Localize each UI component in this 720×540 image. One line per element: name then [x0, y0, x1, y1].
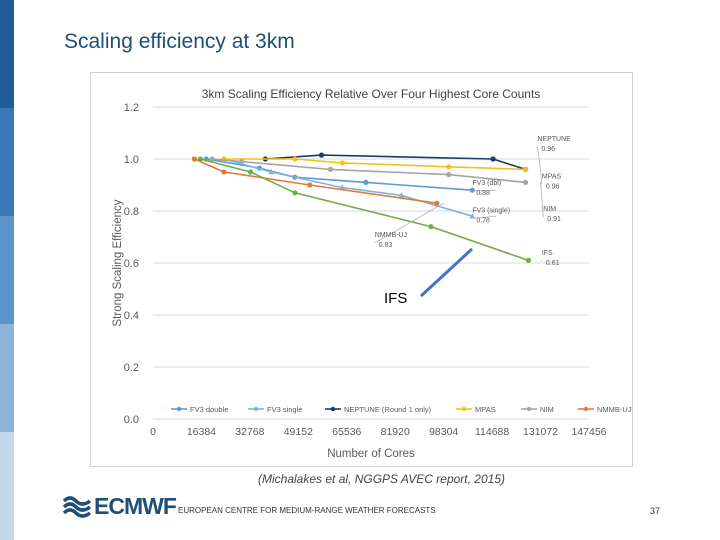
x-tick-label: 49152: [284, 426, 313, 438]
callout-label: IFS: [542, 250, 553, 257]
overlay-ifs-label: IFS: [384, 290, 407, 307]
sidebar-segment: [0, 324, 14, 432]
data-point: [292, 190, 298, 196]
ecmwf-logo: ECMWF: [62, 493, 177, 521]
legend-label: NIM: [540, 405, 554, 414]
legend-marker: [583, 406, 589, 412]
legend-marker: [253, 406, 259, 412]
data-point: [197, 156, 203, 162]
legend-marker: [526, 406, 532, 412]
x-tick-label: 131072: [523, 426, 558, 438]
data-point: [307, 182, 313, 188]
legend-label: NEPTUNE (Round 1 only): [344, 405, 432, 414]
callout-label: NEPTUNE: [537, 136, 571, 143]
sidebar-segment: [0, 432, 14, 540]
callout-leader: [537, 146, 541, 170]
callout-leader: [540, 169, 543, 185]
x-tick-label: 65536: [332, 426, 361, 438]
callout-label: FV3 (single): [472, 207, 510, 214]
data-point: [522, 179, 529, 185]
caption: (Michalakes et al, NGGPS AVEC report, 20…: [258, 472, 505, 486]
legend-label: FV3 single: [267, 405, 302, 414]
callout-leader: [374, 202, 444, 244]
data-point: [398, 192, 405, 198]
callout-leader: [540, 182, 544, 218]
data-point: [339, 184, 346, 190]
overlay-arrow: [419, 247, 474, 298]
sidebar-segment: [0, 108, 14, 216]
data-point: [428, 224, 434, 230]
callout-value: 0.88: [476, 190, 490, 197]
data-point: [247, 169, 254, 175]
data-point: [490, 156, 496, 162]
data-point: [292, 156, 298, 162]
y-axis-label: Strong Scaling Efficiency: [112, 199, 124, 326]
data-point: [327, 166, 334, 172]
callout-leader: [472, 215, 497, 219]
page-number: 37: [650, 506, 661, 516]
sidebar-segment: [0, 216, 14, 324]
series-line: [194, 158, 438, 204]
callout-value: 0.96: [541, 146, 555, 153]
x-tick-label: 114688: [475, 426, 509, 438]
callout-label: FV3 (dbl): [472, 180, 501, 187]
data-point: [209, 156, 215, 162]
y-tick-label: 0.4: [124, 310, 139, 322]
sidebar-segment: [0, 0, 14, 108]
data-point: [469, 187, 475, 193]
x-tick-label: 16384: [187, 426, 216, 438]
data-point: [469, 213, 476, 219]
data-point: [268, 168, 275, 175]
y-tick-label: 1.2: [124, 102, 139, 114]
callout-leader: [540, 260, 543, 262]
data-point: [318, 152, 325, 158]
series-line: [212, 158, 526, 184]
x-tick-label: 0: [150, 426, 156, 438]
data-point: [522, 166, 529, 172]
callout-leader: [472, 189, 497, 192]
legend-label: NMMB-UJ: [597, 405, 632, 414]
data-point: [221, 169, 227, 175]
x-tick-label: 147456: [571, 426, 606, 438]
y-tick-label: 1.0: [124, 154, 139, 166]
data-point: [191, 156, 197, 162]
legend-marker: [461, 406, 467, 412]
legend-marker: [176, 406, 182, 412]
chart-container: 3km Scaling Efficiency Relative Over Fou…: [90, 72, 633, 467]
data-point: [446, 164, 452, 170]
callout-label: NIM: [543, 206, 556, 213]
y-tick-label: 0.6: [124, 258, 139, 270]
callout-value: 0.91: [547, 216, 561, 223]
callout-value: 0.78: [476, 217, 490, 224]
data-point: [339, 160, 345, 166]
callout-label: NMMB-UJ: [375, 232, 407, 239]
data-point: [363, 179, 369, 185]
callout-value: 0.96: [546, 184, 560, 191]
sidebar-stripe: [0, 0, 14, 540]
slide-title: Scaling efficiency at 3km: [64, 30, 295, 53]
y-tick-label: 0.8: [124, 206, 139, 218]
y-tick-label: 0.2: [124, 362, 139, 374]
legend-label: MPAS: [475, 405, 496, 414]
footer-text: EUROPEAN CENTRE FOR MEDIUM-RANGE WEATHER…: [178, 506, 436, 515]
x-tick-label: 32768: [235, 426, 264, 438]
legend-marker: [330, 406, 336, 412]
callout-value: 0.61: [546, 260, 560, 267]
callout-value: 0.83: [379, 242, 393, 249]
logo-waves-icon: [62, 496, 92, 518]
y-tick-label: 0.0: [124, 414, 139, 426]
scaling-chart: 3km Scaling Efficiency Relative Over Fou…: [112, 87, 632, 460]
data-point: [239, 159, 245, 165]
chart-title: 3km Scaling Efficiency Relative Over Fou…: [202, 87, 541, 101]
data-point: [525, 257, 532, 263]
x-axis-label: Number of Cores: [327, 448, 415, 460]
callout-label: MPAS: [542, 174, 562, 181]
logo-text: ECMWF: [94, 493, 177, 519]
x-tick-label: 81920: [381, 426, 410, 438]
legend-label: FV3 double: [190, 405, 228, 414]
data-point: [446, 172, 452, 178]
data-point: [434, 200, 440, 206]
x-tick-label: 98304: [429, 426, 458, 438]
